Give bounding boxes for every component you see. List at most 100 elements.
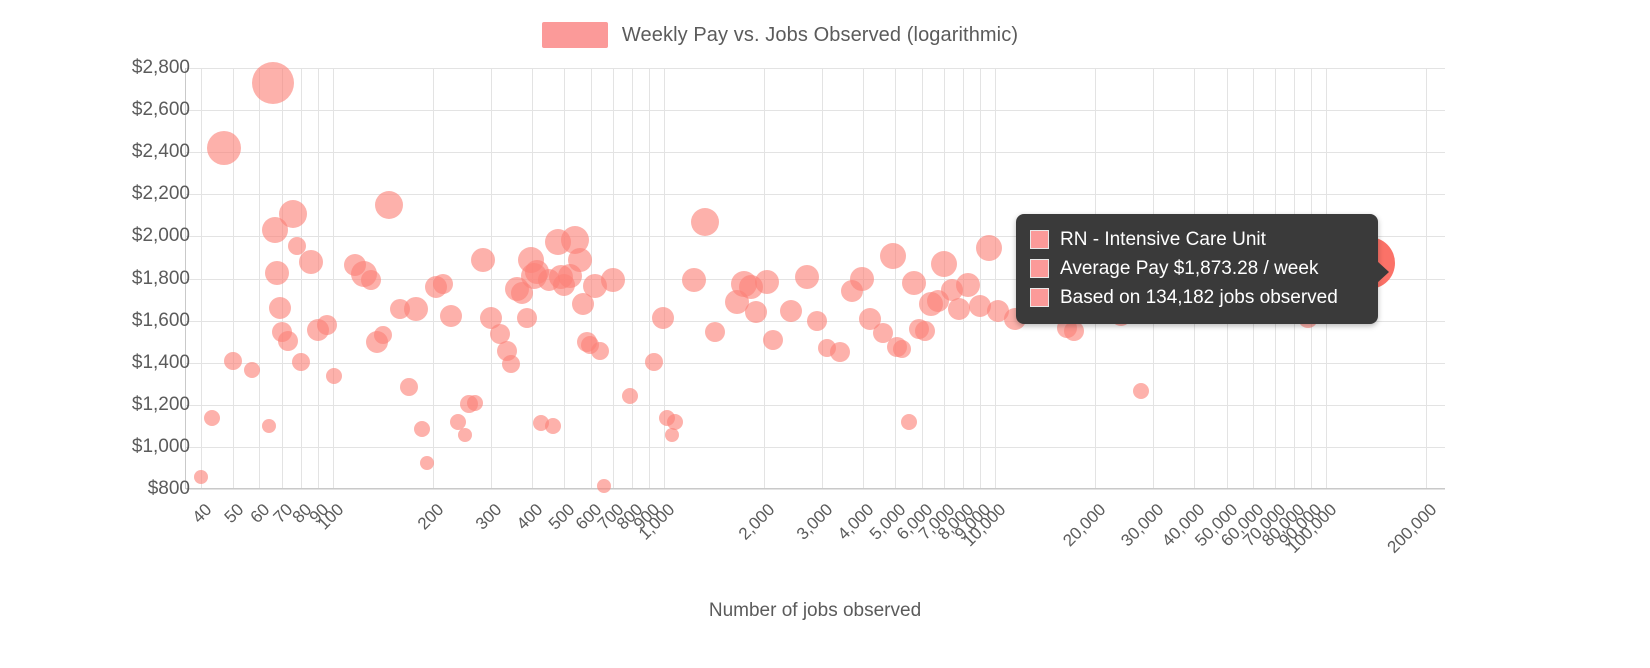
data-point-bubble[interactable] bbox=[244, 362, 261, 379]
data-point-bubble[interactable] bbox=[490, 323, 511, 344]
data-point-bubble[interactable] bbox=[597, 479, 612, 494]
tooltip-jobs-observed: Based on 134,182 jobs observed bbox=[1060, 286, 1338, 308]
data-point-bubble[interactable] bbox=[930, 250, 957, 277]
data-point-bubble[interactable] bbox=[279, 200, 308, 229]
data-point-bubble[interactable] bbox=[374, 325, 393, 344]
data-point-bubble[interactable] bbox=[879, 242, 906, 269]
data-point-bubble[interactable] bbox=[317, 315, 338, 336]
gridline-vertical bbox=[259, 68, 261, 488]
gridline-vertical bbox=[979, 68, 981, 488]
data-point-bubble[interactable] bbox=[667, 414, 684, 431]
data-point-bubble[interactable] bbox=[976, 235, 1003, 262]
data-point-bubble[interactable] bbox=[745, 301, 768, 324]
y-axis-tick-label: $2,600 bbox=[131, 99, 190, 121]
data-point-bubble[interactable] bbox=[224, 352, 243, 371]
x-axis-title: Number of jobs observed bbox=[708, 600, 922, 621]
data-point-bubble[interactable] bbox=[479, 307, 502, 330]
data-point-bubble[interactable] bbox=[849, 267, 874, 292]
tooltip-swatch-icon bbox=[1030, 230, 1049, 249]
legend-swatch-icon bbox=[541, 22, 608, 48]
data-point-bubble[interactable] bbox=[400, 378, 419, 397]
data-point-bubble[interactable] bbox=[590, 342, 609, 361]
gridline-vertical bbox=[631, 68, 633, 488]
y-axis-tick-label: $1,800 bbox=[131, 267, 190, 289]
data-point-bubble[interactable] bbox=[375, 190, 404, 219]
data-point-bubble[interactable] bbox=[470, 247, 495, 272]
data-point-bubble[interactable] bbox=[956, 272, 981, 297]
data-point-bubble[interactable] bbox=[681, 267, 706, 292]
tooltip-title: RN - Intensive Care Unit bbox=[1060, 228, 1266, 250]
gridline-vertical bbox=[648, 68, 650, 488]
tooltip-row-pay: Average Pay $1,873.28 / week bbox=[1030, 254, 1364, 283]
data-point-bubble[interactable] bbox=[501, 354, 520, 373]
data-point-bubble[interactable] bbox=[403, 297, 428, 322]
y-axis-tick-label: $1,000 bbox=[131, 435, 190, 457]
gridline-vertical bbox=[895, 68, 897, 488]
tooltip-row-jobs: Based on 134,182 jobs observed bbox=[1030, 283, 1364, 312]
data-point-bubble[interactable] bbox=[651, 307, 674, 330]
gridline-vertical bbox=[317, 68, 319, 488]
data-point-bubble[interactable] bbox=[420, 456, 435, 471]
data-point-bubble[interactable] bbox=[691, 207, 720, 236]
data-point-bubble[interactable] bbox=[986, 300, 1009, 323]
data-point-bubble[interactable] bbox=[203, 410, 220, 427]
data-point-tooltip: RN - Intensive Care Unit Average Pay $1,… bbox=[1016, 214, 1389, 324]
data-point-bubble[interactable] bbox=[291, 352, 310, 371]
tooltip-swatch-icon bbox=[1030, 259, 1049, 278]
data-point-bubble[interactable] bbox=[252, 61, 295, 104]
gridline-horizontal bbox=[186, 110, 1445, 112]
data-point-bubble[interactable] bbox=[265, 260, 290, 285]
data-point-bubble[interactable] bbox=[762, 329, 783, 350]
data-point-bubble[interactable] bbox=[457, 428, 472, 443]
data-point-bubble[interactable] bbox=[414, 421, 431, 437]
data-point-bubble[interactable] bbox=[664, 428, 679, 443]
data-point-bubble[interactable] bbox=[194, 470, 209, 485]
data-point-bubble[interactable] bbox=[600, 267, 625, 292]
data-point-bubble[interactable] bbox=[466, 394, 483, 411]
gridline-horizontal bbox=[186, 194, 1445, 196]
data-point-bubble[interactable] bbox=[567, 247, 592, 272]
tooltip-swatch-icon bbox=[1030, 288, 1049, 307]
data-point-bubble[interactable] bbox=[268, 296, 291, 319]
data-point-bubble[interactable] bbox=[544, 418, 561, 435]
data-point-bubble[interactable] bbox=[807, 311, 828, 332]
data-point-bubble[interactable] bbox=[532, 414, 549, 431]
data-point-bubble[interactable] bbox=[277, 330, 298, 351]
data-point-bubble[interactable] bbox=[622, 387, 639, 404]
data-point-bubble[interactable] bbox=[780, 299, 803, 322]
data-point-bubble[interactable] bbox=[829, 341, 850, 362]
data-point-bubble[interactable] bbox=[644, 353, 663, 372]
chart-legend: Weekly Pay vs. Jobs Observed (logarithmi… bbox=[0, 22, 1560, 48]
data-point-bubble[interactable] bbox=[326, 367, 343, 384]
data-point-bubble[interactable] bbox=[902, 270, 927, 295]
data-point-bubble[interactable] bbox=[432, 274, 453, 295]
data-point-bubble[interactable] bbox=[794, 264, 819, 289]
data-point-bubble[interactable] bbox=[360, 269, 381, 290]
gridline-horizontal bbox=[186, 236, 1445, 238]
data-point-bubble[interactable] bbox=[968, 295, 991, 318]
gridline-vertical bbox=[490, 68, 492, 488]
data-point-bubble[interactable] bbox=[948, 298, 971, 321]
data-point-bubble[interactable] bbox=[261, 418, 276, 433]
gridline-vertical bbox=[821, 68, 823, 488]
data-point-bubble[interactable] bbox=[901, 413, 918, 430]
data-point-bubble[interactable] bbox=[288, 236, 307, 255]
data-point-bubble[interactable] bbox=[754, 270, 779, 295]
data-point-bubble[interactable] bbox=[440, 304, 463, 327]
gridline-vertical bbox=[233, 68, 235, 488]
x-axis-tick-label: 200,000 bbox=[1383, 500, 1441, 557]
gridline-vertical bbox=[201, 68, 203, 488]
data-point-bubble[interactable] bbox=[705, 321, 726, 342]
data-point-bubble[interactable] bbox=[207, 130, 242, 165]
data-point-bubble[interactable] bbox=[915, 320, 936, 341]
data-point-bubble[interactable] bbox=[893, 340, 912, 359]
data-point-bubble[interactable] bbox=[449, 414, 466, 431]
data-point-bubble[interactable] bbox=[516, 308, 537, 329]
data-point-bubble[interactable] bbox=[299, 250, 324, 275]
data-point-bubble[interactable] bbox=[873, 323, 894, 344]
gridline-vertical bbox=[1425, 68, 1427, 488]
data-point-bubble[interactable] bbox=[1063, 320, 1084, 341]
data-point-bubble[interactable] bbox=[572, 293, 595, 316]
data-point-bubble[interactable] bbox=[1132, 383, 1149, 400]
y-axis-tick-label: $2,400 bbox=[131, 141, 190, 163]
